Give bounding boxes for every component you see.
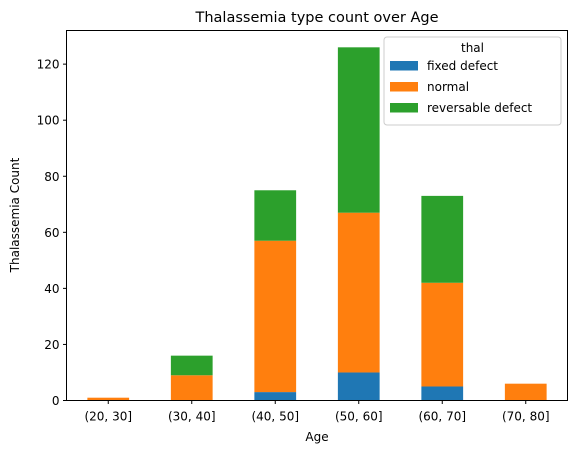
legend-label: normal: [427, 80, 469, 94]
y-tick-label: 60: [44, 226, 59, 240]
bar-segment-fixed-defect: [337, 372, 380, 401]
legend-label: fixed defect: [427, 59, 498, 73]
y-tick-label: 80: [44, 170, 59, 184]
x-tick-label: (50, 60]: [335, 410, 383, 424]
legend: thal fixed defect normal reversable defect: [383, 36, 562, 126]
bar-segment-normal: [337, 212, 380, 373]
bar-segment-reversable-defect: [421, 195, 464, 283]
bar-segment-fixed-defect: [254, 392, 297, 401]
x-tick-label: (40, 50]: [251, 410, 299, 424]
legend-label: reversable defect: [427, 101, 532, 115]
bar-segment-normal: [421, 282, 464, 387]
legend-swatch: [390, 61, 418, 71]
bars-layer: [87, 47, 547, 401]
legend-swatch: [390, 103, 418, 113]
y-axis: 0 20 40 60 80 100 120: [37, 58, 67, 408]
bar-segment-normal: [170, 375, 213, 401]
bar-segment-normal: [254, 240, 297, 393]
legend-swatch: [390, 82, 418, 92]
x-axis-label: Age: [305, 430, 328, 444]
y-tick-label: 20: [44, 338, 59, 352]
x-axis: (20, 30] (30, 40] (40, 50] (50, 60] (60, 70]…: [84, 400, 550, 424]
x-tick-label: (20, 30]: [84, 410, 132, 424]
x-tick-label: (30, 40]: [168, 410, 216, 424]
bar-segment-normal: [504, 383, 547, 401]
y-tick-label: 0: [52, 394, 60, 408]
legend-box: [383, 36, 562, 126]
bar-segment-normal: [87, 397, 130, 401]
bar-segment-reversable-defect: [337, 47, 380, 213]
bar-segment-fixed-defect: [421, 386, 464, 401]
plot-frame: [66, 30, 568, 401]
y-tick-label: 40: [44, 282, 59, 296]
x-tick-label: (70, 80]: [502, 410, 550, 424]
bar-segment-reversable-defect: [170, 355, 213, 376]
x-tick-label: (60, 70]: [418, 410, 466, 424]
chart-title: Thalassemia type count over Age: [194, 10, 438, 26]
y-tick-label: 100: [37, 114, 60, 128]
y-tick-label: 120: [37, 58, 60, 72]
bar-segment-reversable-defect: [254, 190, 297, 241]
legend-title: thal: [461, 41, 484, 55]
y-axis-label: Thalassemia Count: [8, 157, 22, 273]
